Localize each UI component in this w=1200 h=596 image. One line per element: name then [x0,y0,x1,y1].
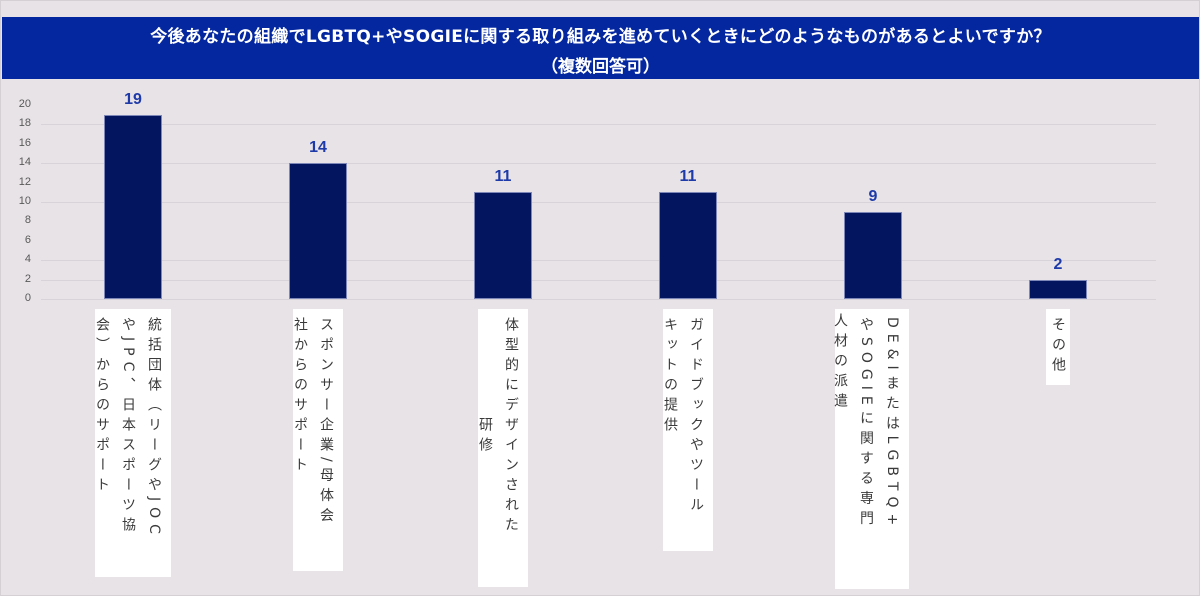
bar-value-label: 9 [868,187,878,205]
gridline [41,124,1156,126]
x-category-label: ガイドブックやツール キットの提供 [662,309,713,551]
x-category-label-line: その他 [1050,317,1066,377]
y-tick-label: 6 [24,233,31,246]
x-category-label-line: スポンサー企業/母体会 [318,317,334,528]
y-tick-label: 8 [24,214,31,227]
x-category-label-line: やSOGIEに関する専門 [858,317,874,531]
y-tick-label: 4 [24,253,31,266]
x-category-label: 統括団体（リーグやJOC やJPC、日本スポーツ協 会）からのサポート [94,309,171,577]
bar-value-label: 19 [124,90,142,108]
x-category-label: DE&IまたはLGBTQ+ やSOGIEに関する専門 人材の派遣 [832,309,909,589]
chart-title: 今後あなたの組織でLGBTQ+やSOGIEに関する取り組みを進めていくときにどの… [150,27,1051,47]
gridline [41,202,1156,203]
x-category-label: スポンサー企業/母体会 社からのサポート [292,309,343,571]
gridline [41,260,1156,262]
x-category-label: 体型的にデザインされた 研修 [477,309,528,587]
bar [104,114,162,299]
y-tick-label: 12 [18,175,31,188]
bar [474,192,532,299]
bar [289,163,347,299]
chart-title-band: 今後あなたの組織でLGBTQ+やSOGIEに関する取り組みを進めていくときにどの… [2,17,1199,79]
gridline [41,299,1156,300]
x-category-label-line: 社からのサポート [292,317,308,477]
bar [1029,279,1087,299]
bar-value-label: 14 [309,139,327,157]
x-category-label-line: やJPC、日本スポーツ協 [120,317,136,538]
gridline [41,279,1156,281]
bar-value-label: 2 [1053,255,1063,273]
y-tick-label: 14 [18,156,31,169]
x-category-label-line: 体型的にデザインされた [503,317,519,537]
x-category-label-line: キットの提供 [662,317,678,437]
bar [844,211,902,299]
x-category-label-line: 人材の派遣 [832,313,848,413]
x-category-label-line: 研修 [477,417,493,457]
x-category-label-line: ガイドブックやツール [688,317,704,517]
plot-area [41,105,1156,300]
gridline [41,163,1156,165]
chart-subtitle: （複数回答可） [541,57,660,77]
y-tick-label: 10 [18,195,31,207]
bar-value-label: 11 [679,168,697,186]
bar-value-label: 11 [494,168,512,186]
y-tick-label: 20 [18,98,31,110]
y-tick-label: 2 [24,272,31,285]
bar [659,192,717,299]
x-category-label-line: 会）からのサポート [94,317,110,497]
x-category-label: その他 [1046,309,1070,385]
x-category-label-line: DE&IまたはLGBTQ+ [884,317,900,532]
y-tick-label: 18 [18,117,31,130]
x-category-label-line: 統括団体（リーグやJOC [146,317,162,540]
y-tick-label: 0 [24,292,31,304]
y-tick-label: 16 [18,136,31,149]
